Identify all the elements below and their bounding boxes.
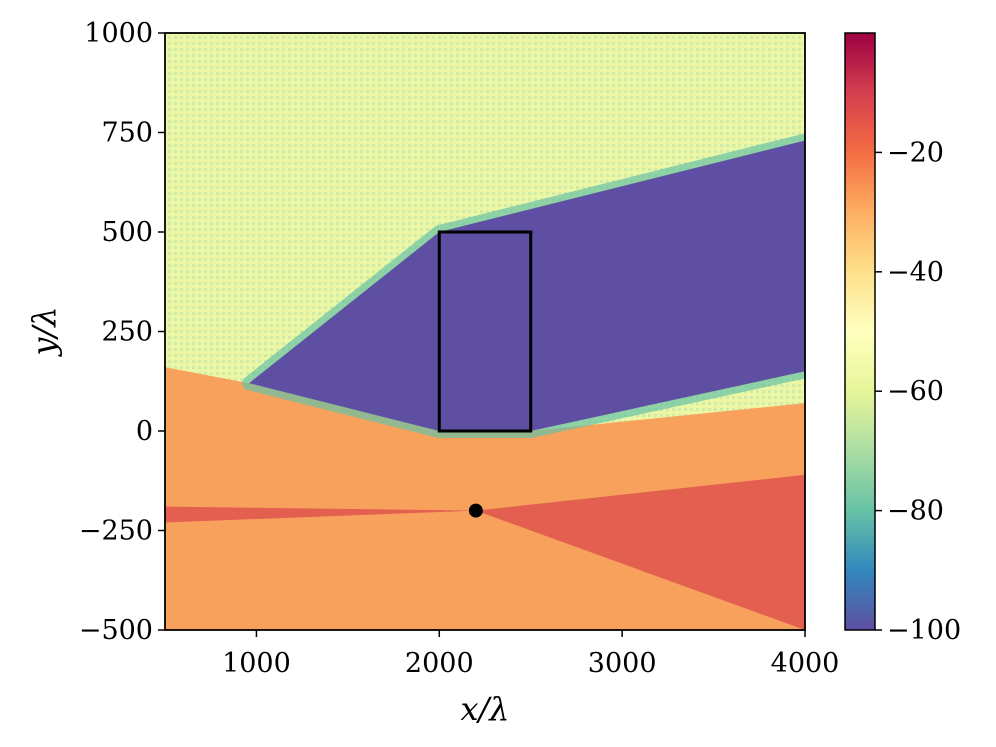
x-tick-label: 2000 (405, 648, 474, 679)
colorbar-ticks: −20 −40 −60 −80 −100 (875, 137, 961, 646)
y-tick-label: 1000 (84, 18, 153, 49)
field-heatmap (165, 33, 805, 630)
colorbar-tick-label: −60 (887, 376, 944, 407)
colorbar-tick-label: −80 (887, 496, 944, 527)
shadow-region (249, 140, 805, 431)
source-point (468, 503, 483, 518)
colorbar-tick-label: −100 (887, 615, 961, 646)
x-tick-label: 3000 (588, 648, 657, 679)
x-tick-label: 1000 (222, 648, 291, 679)
y-axis: 1000 750 500 250 0 −250 −500 (79, 18, 165, 646)
colorbar-tick-label: −40 (887, 257, 944, 288)
main-beam-region (165, 474, 805, 630)
colorbar (844, 32, 876, 631)
x-axis: 1000 2000 3000 4000 (222, 630, 839, 679)
y-axis-label: y/λ (25, 306, 63, 357)
y-tick-label: 0 (136, 416, 153, 447)
colorbar-tick-label: −20 (887, 137, 944, 168)
y-tick-label: 750 (101, 118, 153, 149)
y-tick-label: −250 (79, 516, 153, 547)
x-tick-label: 4000 (771, 648, 840, 679)
obstacle-rectangle (437, 230, 533, 433)
y-tick-label: 500 (101, 217, 153, 248)
y-tick-label: −500 (79, 615, 153, 646)
x-axis-label: x/λ (460, 690, 509, 728)
y-tick-label: 250 (101, 317, 153, 348)
